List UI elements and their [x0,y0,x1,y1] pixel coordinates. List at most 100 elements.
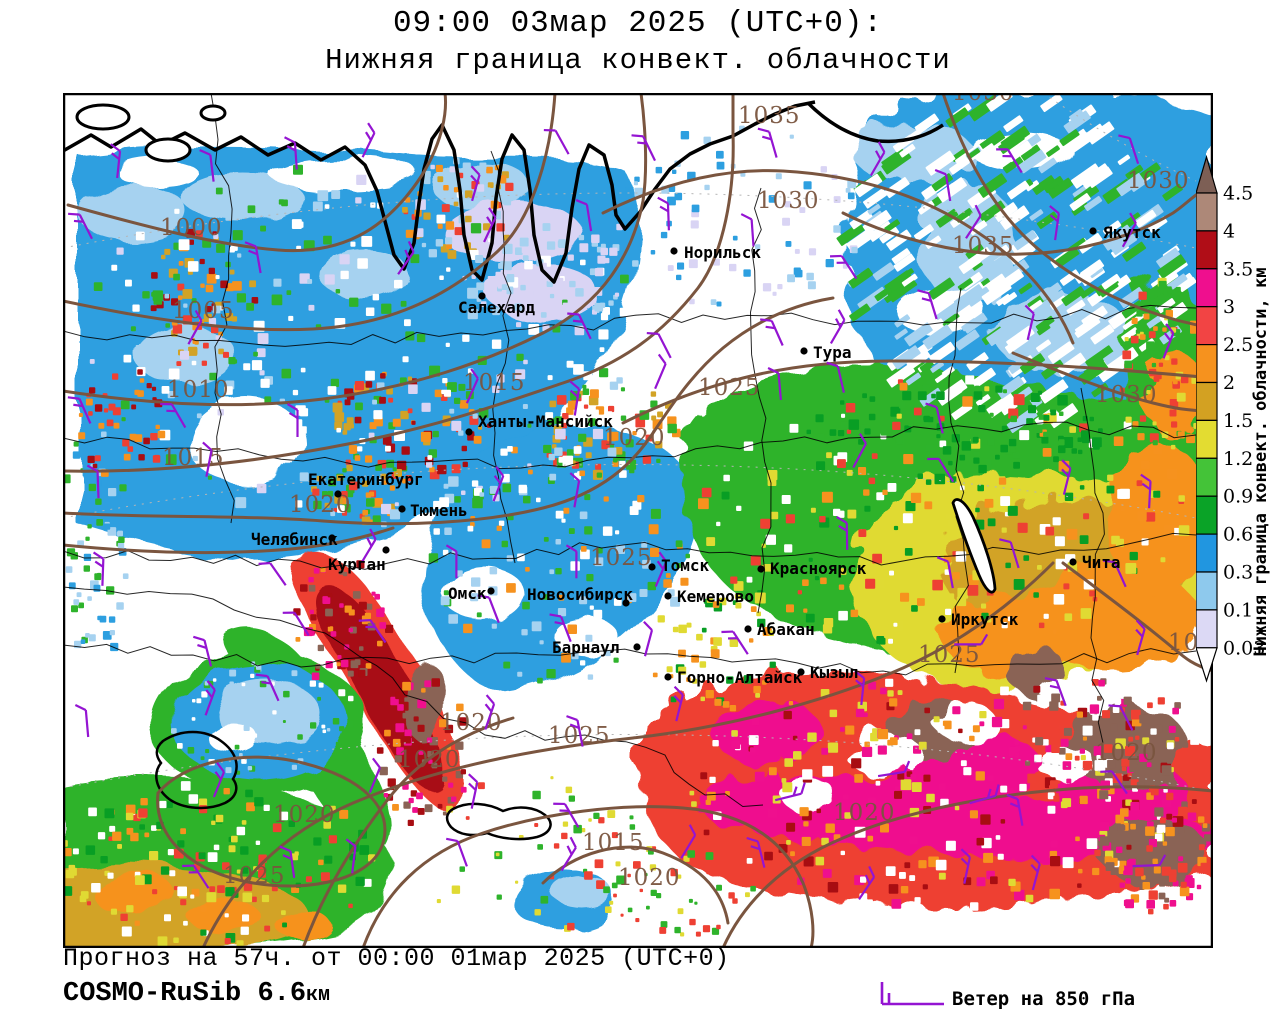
wind-barb [631,134,656,162]
model-resolution-unit: км [306,984,331,1007]
wind-barb [92,551,105,586]
city-dot [938,615,946,623]
city-dot [1089,227,1097,235]
city-dot [670,247,678,255]
wind-barb [160,402,187,429]
colorbar-band [1196,344,1218,384]
isobar-label: 1020 [440,710,503,736]
wind-barb [1108,704,1134,731]
city-dot [744,625,752,633]
model-name: COSMO-RuSib [63,979,242,1009]
wind-barb [484,694,496,730]
isobars [63,93,1213,948]
city-label: Екатеринбург [308,470,424,489]
wind-barb [1118,134,1140,165]
isobar-label: 1035 [738,103,801,129]
city-label: Иркутск [951,610,1019,629]
city-dot [478,292,486,300]
isobar-label: 1025 [698,375,761,401]
city-label: Кызыл [810,663,858,682]
wind-barb [869,141,886,177]
wind-barb [854,670,866,706]
wind-barb [1030,854,1041,891]
wind-barb [646,331,672,359]
city-label: Томск [661,556,710,575]
model-resolution: 6.6 [257,979,307,1009]
wind-barb [654,353,667,390]
isobar-label: 1005 [172,298,235,324]
isobar-label: 1020 [618,865,681,891]
wind-barb [774,782,806,802]
wind-barb [643,620,654,657]
wind-barb [255,673,280,702]
city-dot [797,668,805,676]
city-label: Тюмень [410,501,468,520]
wind-barb-icon [880,982,944,1006]
city-dot [633,643,641,651]
city-label: Салехард [458,298,535,317]
city-label: Горно-Алтайск [677,668,803,687]
wind-barb [345,838,357,874]
isobar-label: 1030 [952,93,1015,106]
city-dot [664,673,672,681]
wind-barb [569,380,581,416]
lakes [155,498,997,841]
wind-barb [1044,677,1067,707]
city-label: Тура [813,343,852,362]
city-label: Красноярск [770,559,867,578]
city-dot [664,592,672,600]
wind-legend-label: Ветер на 850 гПа [952,988,1136,1010]
wind-barb [560,836,577,872]
wind-barb [767,367,782,401]
colorbar-tick-label: 0.03 [1223,637,1265,659]
city-label: Ханты-Мансийск [478,412,613,431]
isobar-label: 1000 [160,215,223,241]
wind-barb [192,635,213,667]
colorbar-tick-label: 2.5 [1223,334,1253,356]
wind-barb [673,685,684,722]
city-dot [487,587,495,595]
wind-barbs [67,122,1175,901]
wind-barb [1140,473,1152,509]
wind-barb [936,556,954,589]
wind-barb [826,361,845,393]
city-label: Норильск [684,243,761,262]
isobar-label: 1030 [1127,168,1190,194]
wind-barb [182,864,210,889]
wind-barb [279,845,296,878]
wind-barb [680,824,697,859]
isobar-label: 1020 [289,492,352,518]
model-info: COSMO-RuSib 6.6км [63,979,330,1009]
wind-barb [1061,459,1072,495]
isobar-label: 1015 [463,370,526,396]
wind-barb [397,240,415,275]
city-markers: Норильск Салехард Тура Якутск Ханты-Мансийск… [251,223,1161,687]
city-dot [334,490,342,498]
isobar-label: 1025 [590,545,653,571]
forecast-map: 1000 1005 1010 1015 1015 1020 1020 1025 1025 1035… [63,93,1213,948]
colorbar-band [1196,533,1218,573]
city-dot [465,428,473,436]
city-label: Новосибирск [527,585,633,604]
wind-barb [858,865,876,901]
map-subtitle: Нижняя граница конвект. облачности [325,44,951,77]
colorbar-title: Нижняя граница конвект. облачности, км [1251,267,1271,657]
wind-barb [368,757,381,794]
wind-barb [199,149,215,182]
city-dot [800,347,808,355]
isobar-label: 1020 [603,425,666,451]
wind-barb [1024,304,1035,341]
city-dot [1069,558,1077,566]
wind-barb [86,464,100,499]
wind-barb [925,402,944,434]
colorbar-bottom-triangle [1196,647,1218,683]
wind-barb [284,136,298,170]
colorbar-tick-label: 0.9 [1223,486,1253,508]
wind-barb [760,318,784,346]
colorbar-band [1196,457,1218,497]
colorbar-tick-label: 0.1 [1223,599,1253,621]
isobar-label: 1020 [398,747,461,773]
wind-barb [917,289,938,320]
wind-barb [361,122,376,158]
wind-barb [492,466,505,502]
